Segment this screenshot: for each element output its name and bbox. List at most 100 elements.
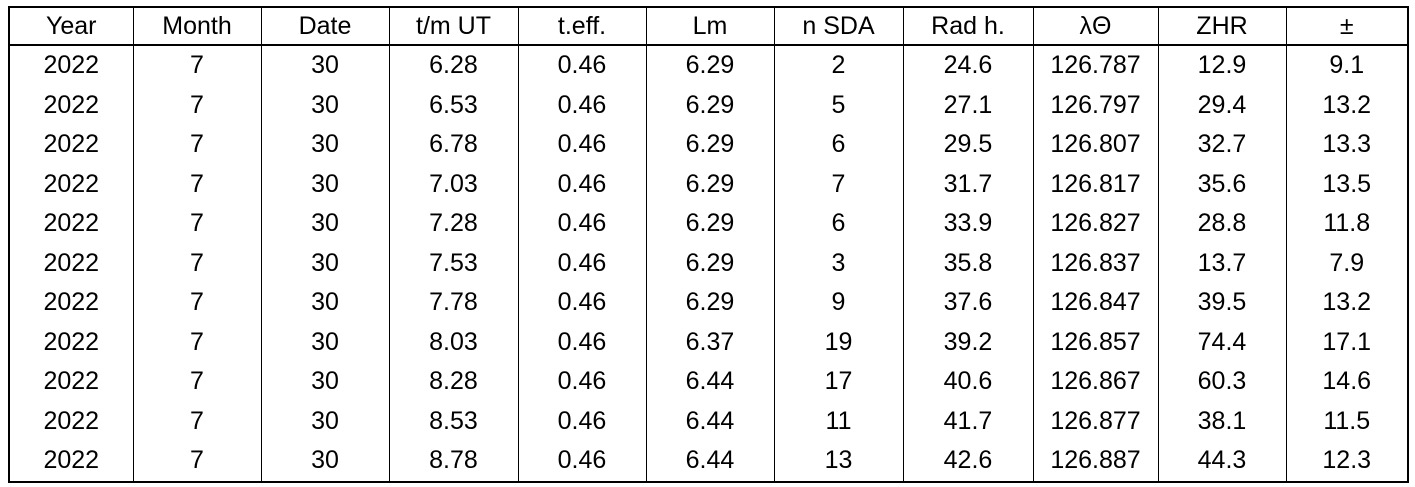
table-row: 2022 7 30 6.28 0.46 6.29 2 24.6 126.787 12.9 9.1 bbox=[8, 45, 1409, 86]
table-cell-rad-h: 29.5 bbox=[902, 125, 1034, 165]
table-cell-plus-minus: 13.2 bbox=[1285, 283, 1409, 323]
table-cell-n-sda: 6 bbox=[773, 204, 904, 244]
table-cell-tm-ut: 6.53 bbox=[388, 85, 519, 125]
table-cell-plus-minus: 13.2 bbox=[1285, 85, 1409, 125]
table-cell-n-sda: 19 bbox=[773, 322, 904, 362]
table-cell-plus-minus: 11.5 bbox=[1285, 401, 1409, 441]
table-cell-year: 2022 bbox=[8, 125, 134, 165]
table-cell-month: 7 bbox=[132, 362, 262, 402]
column-header-date: Date bbox=[260, 7, 390, 46]
table-cell-plus-minus: 12.3 bbox=[1285, 441, 1409, 482]
table-cell-lambda-sun: 126.847 bbox=[1032, 283, 1159, 323]
table-cell-date: 30 bbox=[260, 322, 390, 362]
table-cell-month: 7 bbox=[132, 85, 262, 125]
table-cell-lambda-sun: 126.857 bbox=[1032, 322, 1159, 362]
table-cell-zhr: 35.6 bbox=[1157, 164, 1287, 204]
table-cell-year: 2022 bbox=[8, 401, 134, 441]
table-cell-lm: 6.44 bbox=[645, 362, 775, 402]
table-cell-date: 30 bbox=[260, 441, 390, 482]
table-cell-t-eff: 0.46 bbox=[517, 164, 647, 204]
table-row: 2022 7 30 7.53 0.46 6.29 3 35.8 126.837 13.7 7.9 bbox=[8, 243, 1409, 283]
table-cell-t-eff: 0.46 bbox=[517, 401, 647, 441]
table-cell-date: 30 bbox=[260, 85, 390, 125]
table-cell-t-eff: 0.46 bbox=[517, 85, 647, 125]
table-cell-plus-minus: 7.9 bbox=[1285, 243, 1409, 283]
table-cell-n-sda: 5 bbox=[773, 85, 904, 125]
table-cell-t-eff: 0.46 bbox=[517, 204, 647, 244]
table-cell-date: 30 bbox=[260, 401, 390, 441]
table-cell-tm-ut: 7.53 bbox=[388, 243, 519, 283]
table-cell-lm: 6.29 bbox=[645, 85, 775, 125]
table-cell-tm-ut: 6.78 bbox=[388, 125, 519, 165]
table-cell-month: 7 bbox=[132, 322, 262, 362]
table-row: 2022 7 30 7.03 0.46 6.29 7 31.7 126.817 35.6 13.5 bbox=[8, 164, 1409, 204]
table-row: 2022 7 30 6.78 0.46 6.29 6 29.5 126.807 32.7 13.3 bbox=[8, 125, 1409, 165]
table-cell-lambda-sun: 126.867 bbox=[1032, 362, 1159, 402]
column-header-lm: Lm bbox=[645, 7, 775, 46]
table-cell-lambda-sun: 126.887 bbox=[1032, 441, 1159, 482]
table-cell-t-eff: 0.46 bbox=[517, 322, 647, 362]
table-cell-t-eff: 0.46 bbox=[517, 243, 647, 283]
table-cell-tm-ut: 7.78 bbox=[388, 283, 519, 323]
table-cell-plus-minus: 11.8 bbox=[1285, 204, 1409, 244]
table-cell-t-eff: 0.46 bbox=[517, 45, 647, 86]
table-cell-plus-minus: 14.6 bbox=[1285, 362, 1409, 402]
table-cell-month: 7 bbox=[132, 283, 262, 323]
table-cell-zhr: 32.7 bbox=[1157, 125, 1287, 165]
table-cell-plus-minus: 13.3 bbox=[1285, 125, 1409, 165]
table-cell-zhr: 60.3 bbox=[1157, 362, 1287, 402]
table-cell-t-eff: 0.46 bbox=[517, 283, 647, 323]
table-cell-plus-minus: 17.1 bbox=[1285, 322, 1409, 362]
column-header-n-sda: n SDA bbox=[773, 7, 904, 46]
table-cell-tm-ut: 8.28 bbox=[388, 362, 519, 402]
table-cell-month: 7 bbox=[132, 243, 262, 283]
table-cell-lm: 6.29 bbox=[645, 283, 775, 323]
table-cell-rad-h: 41.7 bbox=[902, 401, 1034, 441]
table-cell-year: 2022 bbox=[8, 85, 134, 125]
table-cell-month: 7 bbox=[132, 204, 262, 244]
table-cell-t-eff: 0.46 bbox=[517, 125, 647, 165]
table-cell-lambda-sun: 126.817 bbox=[1032, 164, 1159, 204]
table-cell-t-eff: 0.46 bbox=[517, 441, 647, 482]
table-row: 2022 7 30 7.78 0.46 6.29 9 37.6 126.847 39.5 13.2 bbox=[8, 283, 1409, 323]
table-cell-lambda-sun: 126.877 bbox=[1032, 401, 1159, 441]
table-cell-rad-h: 24.6 bbox=[902, 45, 1034, 86]
table-row: 2022 7 30 7.28 0.46 6.29 6 33.9 126.827 28.8 11.8 bbox=[8, 204, 1409, 244]
table-cell-rad-h: 35.8 bbox=[902, 243, 1034, 283]
table-cell-year: 2022 bbox=[8, 362, 134, 402]
table-cell-rad-h: 27.1 bbox=[902, 85, 1034, 125]
column-header-month: Month bbox=[132, 7, 262, 46]
table-cell-tm-ut: 7.03 bbox=[388, 164, 519, 204]
table-cell-year: 2022 bbox=[8, 45, 134, 86]
table-cell-month: 7 bbox=[132, 125, 262, 165]
table-cell-rad-h: 42.6 bbox=[902, 441, 1034, 482]
table-cell-n-sda: 6 bbox=[773, 125, 904, 165]
table-cell-tm-ut: 8.03 bbox=[388, 322, 519, 362]
table-cell-rad-h: 40.6 bbox=[902, 362, 1034, 402]
table-cell-zhr: 28.8 bbox=[1157, 204, 1287, 244]
table-cell-lambda-sun: 126.787 bbox=[1032, 45, 1159, 86]
table-cell-lm: 6.44 bbox=[645, 441, 775, 482]
table-cell-zhr: 39.5 bbox=[1157, 283, 1287, 323]
table-row: 2022 7 30 8.78 0.46 6.44 13 42.6 126.887 44.3 12.3 bbox=[8, 441, 1409, 482]
column-header-year: Year bbox=[8, 7, 134, 46]
table-cell-lm: 6.29 bbox=[645, 125, 775, 165]
table-header-row: Year Month Date t/m UT t.eff. Lm n SDA Rad h. λΘ… bbox=[8, 7, 1409, 46]
table-cell-year: 2022 bbox=[8, 441, 134, 482]
table-cell-lm: 6.29 bbox=[645, 45, 775, 86]
table-cell-year: 2022 bbox=[8, 322, 134, 362]
table-cell-date: 30 bbox=[260, 283, 390, 323]
table-cell-date: 30 bbox=[260, 164, 390, 204]
table-cell-tm-ut: 8.53 bbox=[388, 401, 519, 441]
table-cell-n-sda: 3 bbox=[773, 243, 904, 283]
table-cell-zhr: 38.1 bbox=[1157, 401, 1287, 441]
table-cell-date: 30 bbox=[260, 204, 390, 244]
table-cell-date: 30 bbox=[260, 243, 390, 283]
table-cell-lambda-sun: 126.797 bbox=[1032, 85, 1159, 125]
table-cell-lambda-sun: 126.827 bbox=[1032, 204, 1159, 244]
table-cell-tm-ut: 8.78 bbox=[388, 441, 519, 482]
table-cell-tm-ut: 7.28 bbox=[388, 204, 519, 244]
table-cell-n-sda: 9 bbox=[773, 283, 904, 323]
table-row: 2022 7 30 8.53 0.46 6.44 11 41.7 126.877 38.1 11.5 bbox=[8, 401, 1409, 441]
table-cell-rad-h: 33.9 bbox=[902, 204, 1034, 244]
